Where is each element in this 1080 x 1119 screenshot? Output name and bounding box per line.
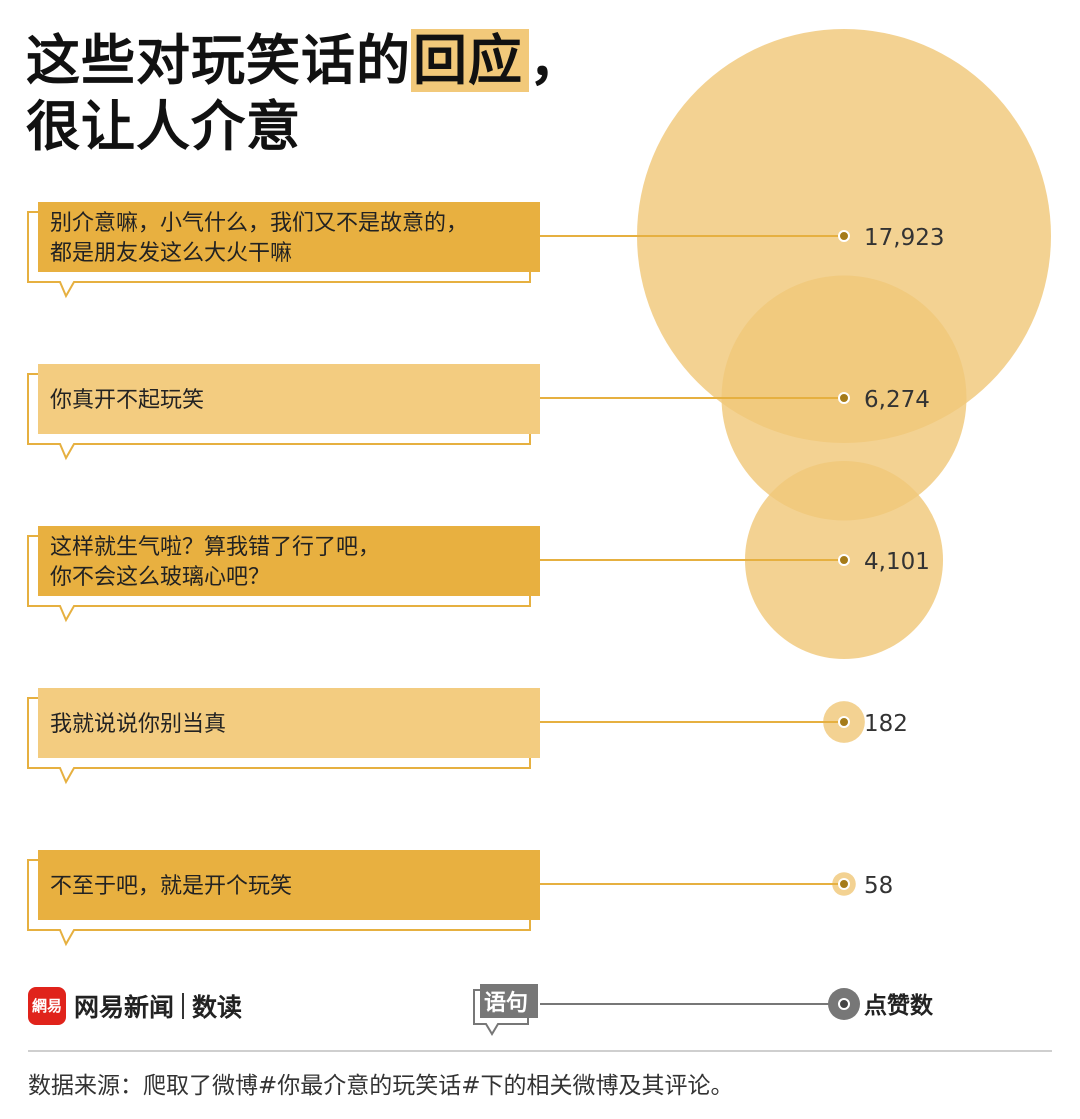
title-line1-post: ， bbox=[529, 29, 584, 92]
row-2: 你真开不起玩笑 6,274 bbox=[27, 364, 930, 461]
legend-category-box bbox=[480, 984, 538, 1018]
category-label-line: 你真开不起玩笑 bbox=[50, 388, 204, 413]
value-label: 17,923 bbox=[864, 225, 944, 251]
legend-value-dot bbox=[838, 998, 850, 1010]
category-label: 不至于吧，就是开个玩笑 bbox=[50, 874, 292, 899]
label-box bbox=[38, 364, 540, 434]
category-label-line: 我就说说你别当真 bbox=[50, 712, 226, 737]
bubbles-layer bbox=[637, 29, 1051, 896]
category-label: 我就说说你别当真 bbox=[50, 712, 226, 737]
value-dot bbox=[838, 554, 850, 566]
category-label: 别介意嘛，小气什么，我们又不是故意的， 都是朋友发这么大火干嘛 bbox=[50, 211, 468, 266]
label-box bbox=[38, 688, 540, 758]
category-label: 这样就生气啦？算我错了行了吧， 你不会这么玻璃心吧？ bbox=[50, 535, 380, 590]
label-box bbox=[38, 850, 540, 920]
brand-separator bbox=[182, 993, 185, 1019]
value-label: 4,101 bbox=[864, 549, 930, 575]
brand-sub: 数读 bbox=[192, 993, 243, 1022]
legend: 语句 点赞数 bbox=[473, 984, 934, 1036]
value-dot bbox=[838, 878, 850, 890]
rows-layer: 别介意嘛，小气什么，我们又不是故意的， 都是朋友发这么大火干嘛 17,923 你真开不… bbox=[27, 202, 944, 947]
value-dot bbox=[838, 392, 850, 404]
value-label: 182 bbox=[864, 711, 908, 737]
category-label-line: 别介意嘛，小气什么，我们又不是故意的， bbox=[50, 211, 468, 236]
value-label: 58 bbox=[864, 873, 893, 899]
legend-value-label: 点赞数 bbox=[864, 992, 934, 1019]
label-box bbox=[38, 526, 540, 596]
brand-name: 网易新闻 bbox=[74, 993, 175, 1022]
row-4: 我就说说你别当真 182 bbox=[27, 688, 908, 785]
category-label-line: 你不会这么玻璃心吧？ bbox=[50, 565, 270, 590]
netease-logo-icon: 網易 bbox=[28, 987, 66, 1025]
value-label: 6,274 bbox=[864, 387, 930, 413]
value-dot bbox=[838, 716, 850, 728]
row-5: 不至于吧，就是开个玩笑 58 bbox=[27, 850, 893, 947]
value-dot bbox=[838, 230, 850, 242]
title-highlight: 回应 bbox=[411, 29, 529, 92]
legend-category-label: 语句 bbox=[484, 990, 528, 1016]
title-line1-pre: 这些对玩笑话的 bbox=[26, 29, 411, 92]
data-source: 数据来源：爬取了微博#你最介意的玩笑话#下的相关微博及其评论。 bbox=[28, 1073, 734, 1099]
footer-divider bbox=[28, 1050, 1052, 1052]
category-label-line: 不至于吧，就是开个玩笑 bbox=[50, 874, 292, 899]
brand-footer: 網易 网易新闻 数读 bbox=[28, 986, 242, 1026]
category-label-line: 都是朋友发这么大火干嘛 bbox=[50, 241, 292, 266]
row-3: 这样就生气啦？算我错了行了吧， 你不会这么玻璃心吧？ 4,101 bbox=[27, 526, 930, 623]
chart-title: 这些对玩笑话的回应， 很让人介意 bbox=[26, 28, 584, 160]
title-line2: 很让人介意 bbox=[26, 95, 301, 158]
category-label: 你真开不起玩笑 bbox=[50, 388, 204, 413]
row-1: 别介意嘛，小气什么，我们又不是故意的， 都是朋友发这么大火干嘛 17,923 bbox=[27, 202, 944, 299]
category-label-line: 这样就生气啦？算我错了行了吧， bbox=[50, 535, 380, 560]
label-box bbox=[38, 202, 540, 272]
